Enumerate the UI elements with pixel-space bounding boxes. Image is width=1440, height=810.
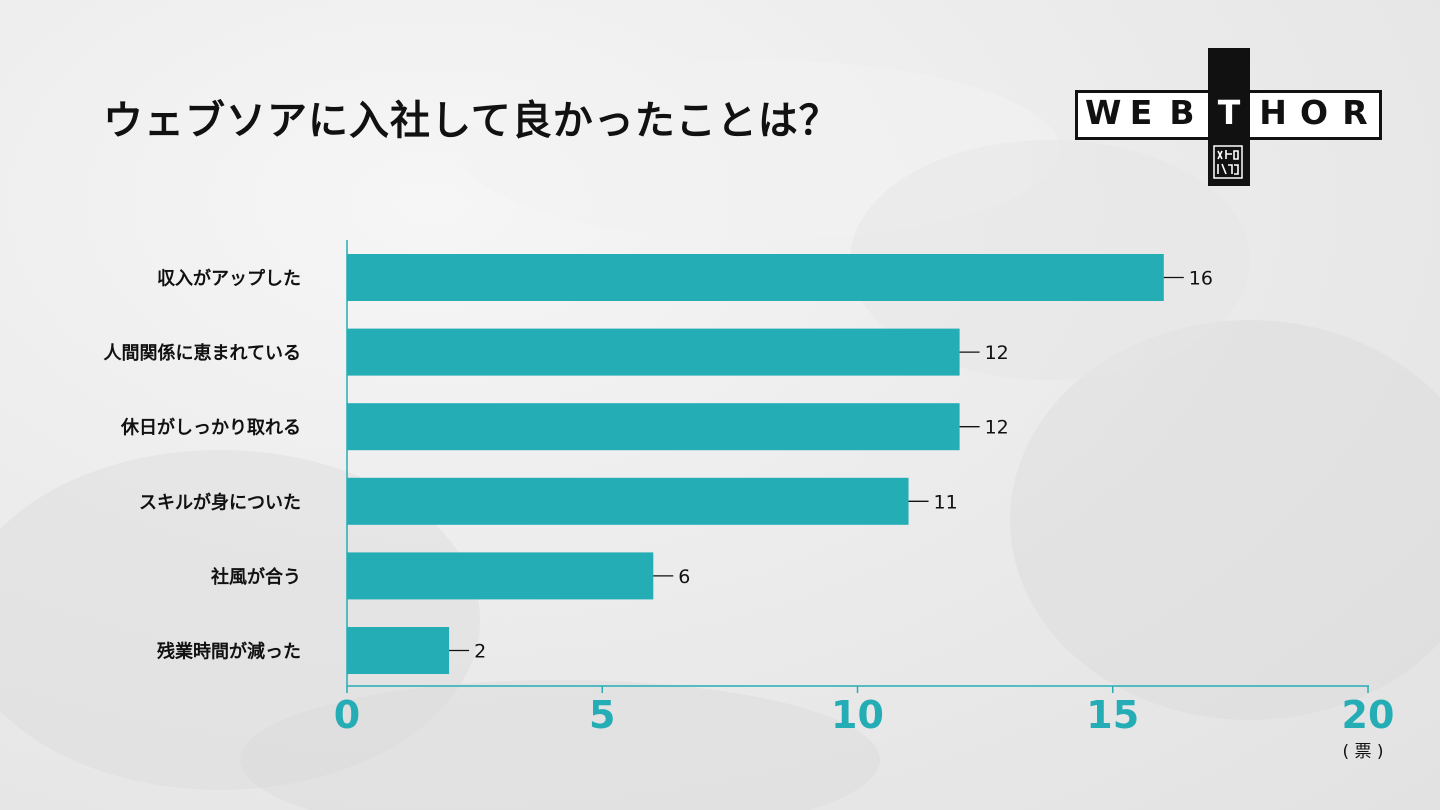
logo-letter: H: [1259, 93, 1287, 132]
category-label: 残業時間が減った: [157, 641, 301, 663]
data-label: 16: [1189, 268, 1213, 290]
x-tick-label: 10: [831, 693, 884, 737]
logo-stamp-icon: [1213, 145, 1243, 179]
data-label: 12: [985, 342, 1009, 364]
x-tick-label: 5: [589, 693, 615, 737]
logo-letter: O: [1299, 93, 1329, 132]
logo-letter: E: [1129, 93, 1153, 132]
logo-letter-highlight: T: [1217, 93, 1241, 132]
logo-letter: R: [1342, 93, 1368, 132]
data-label: 6: [678, 566, 690, 588]
x-tick-label: 15: [1086, 693, 1139, 737]
category-label: 人間関係に恵まれている: [104, 342, 301, 364]
x-unit-label: ( 票 ): [1342, 742, 1383, 762]
category-label: 収入がアップした: [157, 268, 301, 290]
bar: [347, 477, 909, 525]
bar: [347, 328, 960, 376]
bar: [347, 627, 450, 674]
logo-vertical-bar: [1208, 48, 1250, 186]
bar: [347, 254, 1164, 301]
webthor-logo: W E B T H O R: [1075, 48, 1382, 186]
page-title: ウェブソアに入社して良かったことは？: [103, 98, 840, 144]
x-tick-label: 20: [1342, 693, 1395, 737]
category-label: 休日がしっかり取れる: [120, 417, 301, 439]
category-label: スキルが身についた: [139, 491, 301, 513]
data-label: 12: [985, 417, 1009, 439]
data-label: 11: [934, 491, 958, 513]
bar: [347, 552, 654, 600]
x-tick-label: 0: [334, 693, 360, 737]
data-label: 2: [474, 641, 486, 663]
logo-letter: B: [1169, 93, 1195, 132]
category-label: 社風が合う: [211, 566, 301, 588]
bar: [347, 403, 960, 451]
